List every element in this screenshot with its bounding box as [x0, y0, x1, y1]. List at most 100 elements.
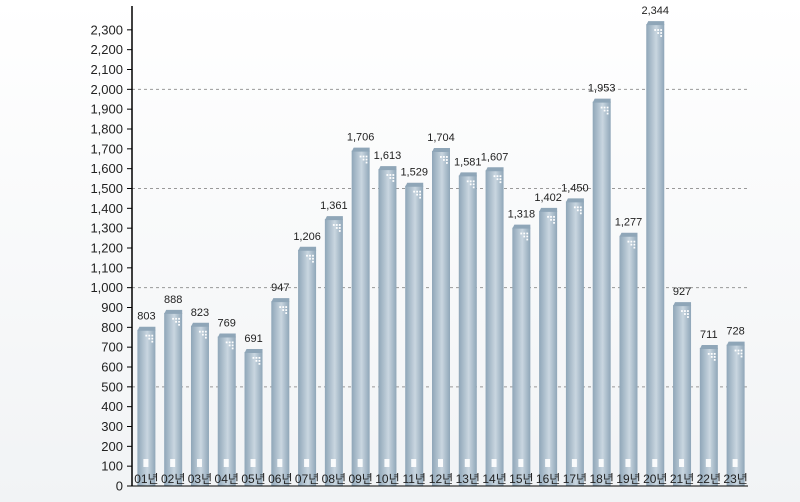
bar-window	[228, 344, 231, 347]
bar-roof	[271, 298, 290, 303]
value-label-04년: 769	[218, 317, 236, 329]
bar-body	[351, 150, 370, 487]
y-tick-label-1300: 1,300	[90, 221, 123, 236]
bar-roof	[592, 98, 611, 103]
bar-window	[365, 155, 368, 158]
y-tick-label-0: 0	[116, 479, 123, 494]
bar-17년	[565, 198, 584, 486]
bar-window	[684, 313, 686, 315]
bar-window	[573, 206, 576, 209]
bar-window	[148, 337, 151, 340]
x-tick-label-07년: 07년	[295, 472, 319, 486]
bar-window	[252, 356, 255, 359]
bar-19년	[619, 232, 638, 486]
bar-window	[550, 215, 552, 218]
bar-window	[446, 156, 448, 158]
value-label-14년: 1,607	[481, 151, 509, 163]
bar-16년	[539, 207, 558, 487]
y-tick-label-800: 800	[101, 320, 123, 335]
bar-window	[335, 224, 338, 226]
bar-window	[630, 243, 633, 246]
bar-window	[576, 209, 579, 212]
bar-door	[598, 459, 604, 467]
x-tick-label-21년: 21년	[670, 472, 694, 486]
bar-door	[705, 459, 711, 467]
bar-body	[405, 185, 424, 486]
bar-roof	[699, 344, 718, 349]
bar-body	[485, 170, 504, 487]
bar-window	[279, 306, 282, 308]
bar-roof	[378, 166, 397, 171]
bars	[137, 21, 745, 487]
y-tick-label-1500: 1,500	[90, 181, 123, 196]
value-label-02년: 888	[164, 294, 182, 306]
bar-window	[466, 180, 469, 183]
bar-window	[687, 313, 689, 315]
bar-window	[499, 175, 502, 178]
bar-body	[378, 169, 397, 487]
bar-window	[740, 355, 743, 358]
bar-roof	[565, 198, 584, 203]
y-tick-label-500: 500	[101, 379, 123, 394]
bar-window	[151, 337, 154, 340]
bar-body	[646, 24, 665, 487]
bar-door	[196, 459, 202, 467]
bar-door	[304, 459, 310, 467]
bar-window	[660, 35, 663, 37]
y-tick-label-100: 100	[101, 459, 123, 474]
labels: 0 100 200 300 400 500 600 700 800 900 1,000 1,100 1,…	[90, 5, 747, 493]
bar-window	[413, 190, 416, 193]
bar-window	[523, 232, 526, 235]
bar-window	[526, 232, 529, 235]
value-label-09년: 1,706	[347, 132, 375, 144]
bar-09년	[351, 147, 370, 487]
bar-window	[231, 347, 234, 350]
bar-roof	[432, 148, 450, 153]
bar-window	[282, 309, 285, 311]
bar-window	[550, 218, 552, 221]
bar-window	[392, 180, 395, 182]
bar-body	[726, 344, 745, 486]
y-tick-label-1900: 1,900	[90, 102, 123, 117]
bar-roof	[137, 326, 156, 331]
bar-door	[571, 459, 577, 467]
bar-window	[469, 183, 472, 186]
bar-window	[362, 155, 365, 158]
value-label-22년: 711	[700, 329, 718, 341]
bar-door	[464, 459, 470, 467]
bar-window	[472, 186, 475, 189]
value-label-15년: 1,318	[508, 209, 536, 221]
axes	[127, 6, 748, 487]
value-label-19년: 1,277	[615, 217, 643, 229]
bar-window	[285, 309, 288, 311]
bar-window	[713, 358, 716, 361]
value-label-20년: 2,344	[641, 5, 669, 17]
bar-roof	[351, 147, 370, 152]
bar-door	[411, 459, 417, 467]
bar-body	[699, 347, 718, 486]
x-tick-label-20년: 20년	[643, 472, 667, 486]
bar-window	[526, 235, 529, 238]
bar-window	[312, 260, 314, 263]
bar-window	[553, 218, 555, 221]
x-tick-label-13년: 13년	[456, 472, 480, 486]
bar-window	[633, 243, 636, 246]
x-tick-label-03년: 03년	[188, 472, 212, 486]
bar-window	[258, 362, 261, 365]
bar-window	[204, 333, 207, 336]
bar-window	[440, 156, 442, 158]
bar-window	[204, 330, 207, 333]
bar-body	[217, 336, 236, 486]
x-tick-label-10년: 10년	[375, 472, 399, 486]
y-tick-label-1600: 1,600	[90, 161, 123, 176]
bar-window	[309, 257, 311, 260]
bar-window	[707, 352, 710, 355]
bar-window	[416, 190, 419, 193]
bar-window	[151, 340, 154, 343]
bar-body	[673, 305, 692, 486]
bar-door	[277, 459, 283, 467]
x-tick-label-19년: 19년	[616, 472, 640, 486]
bar-door	[679, 459, 685, 467]
bar-window	[332, 224, 335, 226]
bar-window	[710, 352, 713, 355]
